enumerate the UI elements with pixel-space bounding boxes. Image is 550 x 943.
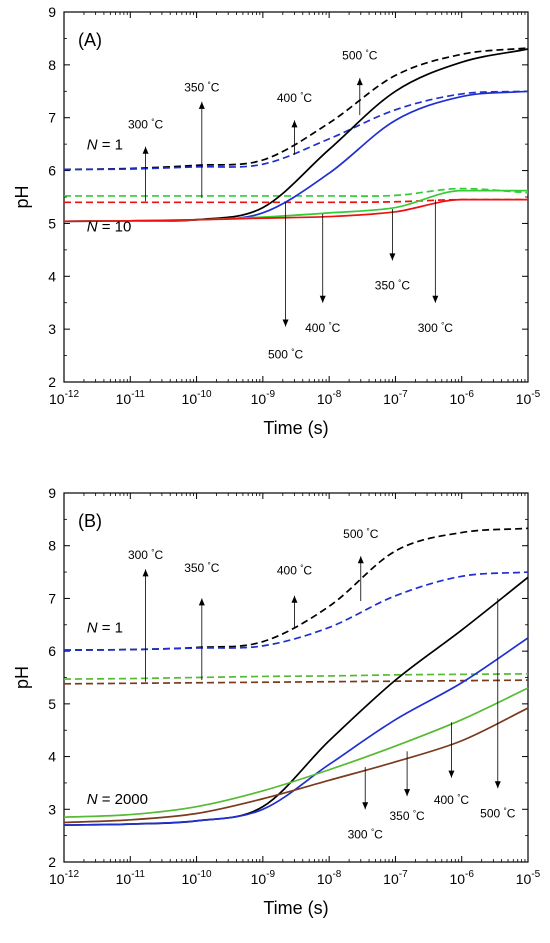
annotation-arrow-head — [319, 295, 326, 303]
y-tick-label: 6 — [48, 643, 56, 659]
y-tick-label: 4 — [48, 268, 56, 284]
annotation-label: 400 °C — [434, 793, 470, 807]
x-tick-label: 10-8 — [317, 389, 342, 407]
y-tick-label: 7 — [48, 110, 56, 126]
series-line-7 — [63, 707, 529, 824]
annotation-label: 400 °C — [277, 91, 313, 105]
x-tick-label: 10-10 — [182, 869, 212, 887]
series-line-1 — [63, 571, 529, 651]
annotation-arrow-head — [389, 253, 396, 261]
annotation-arrow-head — [404, 789, 411, 797]
y-tick-label: 8 — [48, 57, 56, 73]
series-line-7 — [63, 198, 528, 223]
panel-label: (B) — [78, 511, 102, 531]
x-tick-label: 10-12 — [49, 869, 79, 887]
x-tick-label: 10-5 — [516, 869, 541, 887]
annotation-arrow-head — [362, 802, 369, 810]
x-tick-label: 10-6 — [449, 389, 474, 407]
annotation-arrow-head — [432, 295, 439, 303]
x-tick-label: 10-12 — [49, 389, 79, 407]
annotation-arrow-head — [291, 120, 298, 128]
x-tick-label: 10-7 — [383, 389, 408, 407]
annotation-label: 500 °C — [268, 347, 304, 361]
y-tick-label: 9 — [48, 4, 56, 20]
x-axis-label: Time (s) — [263, 418, 328, 438]
y-axis-label: pH — [12, 666, 32, 689]
y-tick-label: 7 — [48, 590, 56, 606]
annotation-label: 300 °C — [418, 321, 454, 335]
y-axis-label: pH — [12, 185, 32, 208]
annotation-arrow-head — [356, 78, 363, 86]
y-tick-label: 9 — [48, 485, 56, 501]
x-tick-label: 10-9 — [251, 389, 276, 407]
y-tick-label: 8 — [48, 538, 56, 554]
annotation-label: 400 °C — [305, 321, 341, 335]
annotation-arrow-head — [448, 770, 455, 778]
series-line-0 — [63, 527, 529, 651]
annotation-arrow-head — [282, 319, 289, 327]
annotation-arrow-head — [291, 595, 298, 603]
annotation-arrow-head — [494, 781, 501, 789]
series-line-3 — [63, 679, 529, 685]
panel-b: 10-12 10-11 10-10 10-9 10-8 10-7 10-6 10-5 2 3 4 5 6… — [12, 485, 541, 918]
x-tick-label: 10-7 — [383, 869, 408, 887]
y-tick-label: 3 — [48, 801, 56, 817]
y-tick-label: 5 — [48, 215, 56, 231]
y-tick-label: 2 — [48, 374, 56, 390]
annotation-label: 500 °C — [480, 806, 516, 820]
series-line-1 — [63, 90, 529, 171]
annotation-arrow-head — [198, 598, 205, 606]
n-label: N = 1 — [87, 136, 123, 153]
n-label: N = 2000 — [87, 791, 148, 808]
y-tick-label: 5 — [48, 696, 56, 712]
x-axis-label: Time (s) — [263, 898, 328, 918]
series-line-6 — [63, 687, 529, 819]
panel-a: 10-12 10-11 10-10 10-9 10-8 10-7 10-6 10-5 2 3 4 5 6… — [12, 4, 541, 438]
n-label: N = 1 — [87, 620, 123, 637]
annotation-arrow-head — [142, 146, 149, 154]
x-tick-label: 10-6 — [449, 869, 474, 887]
annotation-label: 350 °C — [184, 80, 220, 94]
annotation-label: 400 °C — [277, 564, 313, 578]
series-line-0 — [63, 47, 529, 171]
annotation-label: 300 °C — [348, 827, 384, 841]
annotation-label: 300 °C — [128, 117, 164, 131]
x-tick-label: 10-11 — [116, 869, 146, 887]
y-tick-label: 2 — [48, 854, 56, 870]
annotation-label: 300 °C — [128, 548, 164, 562]
annotation-label: 500 °C — [343, 527, 379, 541]
x-tick-label: 10-10 — [182, 389, 212, 407]
x-tick-label: 10-11 — [116, 389, 146, 407]
annotation-label: 500 °C — [342, 49, 378, 63]
annotation-arrow-head — [198, 101, 205, 109]
x-tick-label: 10-9 — [251, 869, 276, 887]
n-label: N = 10 — [87, 218, 132, 235]
annotation-arrow-head — [357, 556, 364, 564]
y-tick-label: 4 — [48, 749, 56, 765]
series-line-2 — [63, 672, 529, 680]
annotation-label: 350 °C — [184, 561, 220, 575]
annotation-arrow-head — [142, 569, 149, 577]
annotation-label: 350 °C — [389, 809, 425, 823]
y-tick-label: 6 — [48, 163, 56, 179]
panel-label: (A) — [78, 30, 102, 50]
plot-frame — [63, 11, 529, 383]
y-tick-label: 3 — [48, 321, 56, 337]
x-tick-label: 10-8 — [317, 869, 342, 887]
annotation-label: 350 °C — [375, 279, 411, 293]
x-tick-label: 10-5 — [516, 389, 541, 407]
